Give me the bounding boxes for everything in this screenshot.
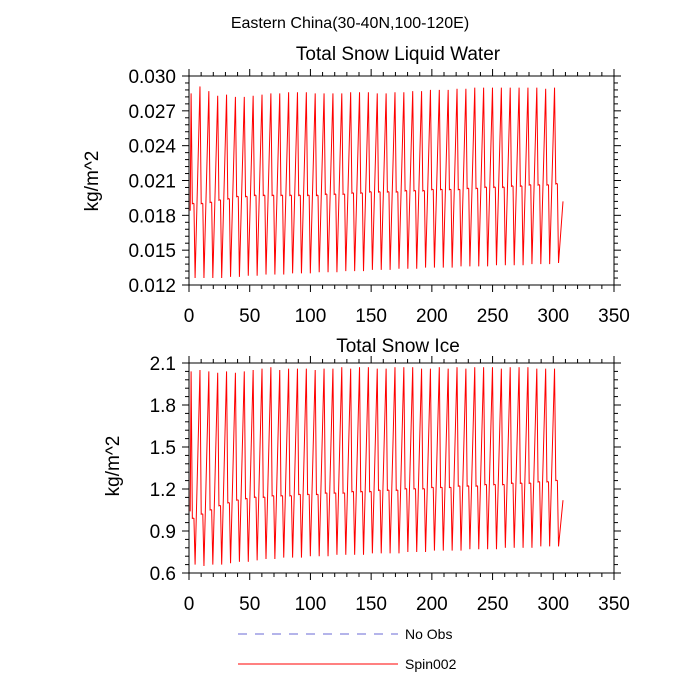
x-tick-label-liquid-water-200: 200	[416, 306, 448, 327]
x-tick-label-snow-ice-150: 150	[355, 594, 387, 615]
x-tick-label-liquid-water-250: 250	[477, 306, 509, 327]
x-tick-label-snow-ice-300: 300	[537, 594, 569, 615]
y-tick-label-snow-ice-1: 0.9	[150, 522, 176, 543]
y-tick-label-liquid-water-1: 0.015	[128, 241, 176, 262]
panel-total-snow-liquid-water: Total Snow Liquid Water kg/m^2 0 50 100 150…	[82, 44, 630, 327]
x-tick-label-snow-ice-200: 200	[416, 594, 448, 615]
x-tick-label-liquid-water-350: 350	[598, 306, 630, 327]
y-tick-label-liquid-water-5: 0.027	[128, 102, 176, 123]
series-line-spin002-snow-ice	[189, 367, 564, 567]
panel-total-snow-ice: Total Snow Ice kg/m^2 0 50 100 150 200 250 300…	[103, 336, 630, 615]
series-line-spin002-liquid-water	[189, 86, 564, 279]
y-axis-label-snow-ice: kg/m^2	[103, 436, 124, 497]
x-tick-label-liquid-water-100: 100	[295, 306, 327, 327]
x-tick-label-snow-ice-100: 100	[295, 594, 327, 615]
x-tick-label-snow-ice-250: 250	[477, 594, 509, 615]
y-tick-label-liquid-water-4: 0.024	[128, 137, 176, 158]
y-tick-label-snow-ice-2: 1.2	[150, 480, 176, 501]
x-tick-label-liquid-water-300: 300	[537, 306, 569, 327]
chart-title-snow-ice: Total Snow Ice	[336, 336, 460, 357]
x-tick-label-snow-ice-350: 350	[598, 594, 630, 615]
y-tick-label-snow-ice-4: 1.8	[150, 396, 176, 417]
y-tick-label-snow-ice-3: 1.5	[150, 438, 176, 459]
chart-title-liquid-water: Total Snow Liquid Water	[296, 44, 501, 65]
x-tick-label-liquid-water-0: 0	[184, 306, 195, 327]
legend: No Obs Spin002	[238, 626, 457, 672]
y-tick-label-snow-ice-5: 2.1	[150, 354, 176, 375]
x-tick-label-liquid-water-50: 50	[239, 306, 260, 327]
y-tick-label-liquid-water-6: 0.030	[128, 67, 176, 88]
y-tick-label-liquid-water-0: 0.012	[128, 276, 176, 297]
y-tick-label-snow-ice-0: 0.6	[150, 564, 176, 585]
y-axis-label-liquid-water: kg/m^2	[82, 151, 103, 212]
x-tick-label-snow-ice-50: 50	[239, 594, 260, 615]
y-tick-label-liquid-water-3: 0.021	[128, 172, 176, 193]
legend-label-no-obs: No Obs	[405, 626, 452, 642]
y-tick-label-liquid-water-2: 0.018	[128, 206, 176, 227]
plot-frame-snow-ice	[188, 362, 615, 574]
x-tick-label-snow-ice-0: 0	[184, 594, 195, 615]
figure-suptitle: Eastern China(30-40N,100-120E)	[231, 15, 469, 32]
legend-label-spin002: Spin002	[405, 656, 457, 672]
x-tick-label-liquid-water-150: 150	[355, 306, 387, 327]
